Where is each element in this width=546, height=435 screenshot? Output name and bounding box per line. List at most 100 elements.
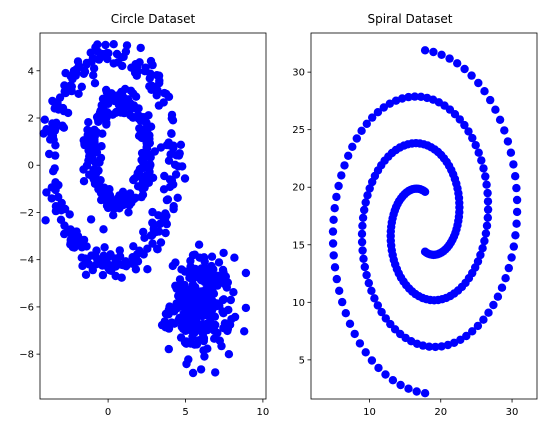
circle-dataset-point (54, 192, 63, 202)
circle-dataset-point (93, 47, 103, 57)
circle-dataset-point (98, 270, 108, 280)
spiral-dataset-point (473, 257, 483, 266)
circle-dataset-point (186, 285, 195, 294)
circle-dataset-y-tick-label: 4 (28, 66, 34, 77)
circle-dataset-point (148, 60, 157, 70)
circle-dataset-point (74, 89, 83, 99)
circle-dataset-point (65, 210, 74, 219)
circle-dataset-point (141, 118, 150, 127)
spiral-dataset-point (412, 387, 421, 396)
spiral-dataset-point (330, 263, 340, 272)
spiral-dataset-point (381, 370, 390, 379)
spiral-dataset-point (453, 59, 462, 68)
circle-dataset-point (92, 168, 101, 177)
circle-dataset-point (199, 253, 209, 262)
spiral-dataset-point (362, 270, 371, 280)
circle-dataset-point (125, 189, 135, 198)
circle-dataset-y-axis: −8 −6 −4 −2 0 2 4 (19, 66, 40, 361)
spiral-dataset-point (348, 142, 357, 151)
circle-dataset-point (142, 132, 152, 142)
spiral-dataset-point (410, 92, 419, 101)
circle-dataset-point (138, 126, 147, 135)
circle-dataset-point (86, 215, 96, 224)
spiral-dataset-point (341, 309, 350, 318)
spiral-dataset-point (501, 274, 510, 283)
spiral-dataset-point (381, 314, 390, 323)
circle-dataset-point (139, 250, 148, 259)
circle-dataset-point (169, 202, 178, 211)
circle-dataset-point (57, 206, 66, 215)
circle-dataset-point (218, 265, 228, 275)
spiral-dataset-point (474, 148, 483, 157)
circle-dataset-point (134, 167, 144, 176)
circle-dataset-point (154, 211, 163, 220)
circle-dataset-point (229, 288, 238, 297)
spiral-dataset-point (329, 215, 338, 224)
circle-dataset-point (214, 274, 223, 284)
circle-dataset-point (222, 283, 231, 292)
spiral-dataset-y-tick-label: 30 (292, 68, 305, 79)
circle-dataset-point (104, 99, 113, 109)
circle-dataset-point (219, 248, 228, 258)
spiral-dataset-point (360, 205, 369, 215)
spiral-dataset-point (467, 71, 476, 80)
circle-dataset-point (241, 303, 251, 313)
circle-dataset-point (131, 92, 141, 101)
spiral-dataset-point (460, 120, 469, 130)
circle-dataset-point (39, 129, 48, 138)
spiral-dataset-point (367, 356, 377, 365)
circle-dataset-point (51, 178, 60, 187)
circle-dataset-point (139, 227, 148, 237)
circle-dataset-point (188, 311, 198, 321)
circle-dataset-point (195, 308, 204, 317)
spiral-dataset-point (474, 78, 483, 88)
circle-dataset-point (125, 200, 134, 210)
circle-dataset-x-tick-label: 5 (182, 407, 188, 418)
spiral-dataset-point (507, 253, 516, 262)
spiral-dataset-point (334, 181, 343, 191)
spiral-dataset-point (388, 376, 398, 385)
circle-dataset-point (114, 195, 123, 204)
circle-dataset-point (70, 238, 80, 247)
circle-dataset-point (223, 324, 233, 334)
spiral-dataset-y-tick-label: 25 (292, 125, 305, 136)
spiral-dataset-point (486, 95, 495, 105)
spiral-dataset-point (377, 307, 386, 317)
circle-dataset-y-tick-label: 2 (28, 114, 34, 125)
spiral-dataset-point (512, 207, 522, 217)
spiral-dataset-point (357, 237, 367, 247)
circle-dataset-point (101, 40, 110, 50)
circle-dataset-point (111, 271, 120, 281)
circle-dataset-point (100, 243, 109, 252)
spiral-dataset-y-tick-label: 15 (292, 240, 305, 251)
circle-dataset-point (143, 265, 152, 274)
circle-dataset-point (109, 40, 118, 49)
spiral-dataset-point (360, 262, 369, 272)
circle-dataset-point (131, 265, 141, 274)
spiral-dataset-point (477, 156, 486, 165)
circle-dataset-point (196, 276, 206, 285)
circle-dataset-point (154, 71, 164, 80)
spiral-dataset-point (361, 348, 370, 357)
circle-dataset-point (224, 350, 234, 359)
circle-dataset-point (188, 368, 198, 378)
circle-dataset-point (125, 109, 134, 118)
circle-dataset-point (97, 142, 106, 151)
circle-dataset-point (240, 327, 249, 336)
circle-dataset-point (51, 124, 60, 134)
spiral-dataset-points (328, 46, 522, 398)
spiral-dataset-point (364, 278, 373, 288)
circle-dataset-point (241, 268, 251, 278)
circle-dataset-point (156, 238, 166, 247)
spiral-dataset-point (352, 134, 361, 143)
circle-dataset-point (82, 161, 92, 170)
circle-dataset-point (95, 108, 105, 118)
circle-dataset-point (122, 41, 132, 50)
spiral-dataset-point (481, 172, 490, 181)
circle-dataset-point (188, 332, 197, 341)
circle-dataset-point (172, 299, 181, 308)
circle-dataset-point (212, 299, 221, 308)
circle-dataset-point (80, 67, 90, 76)
circle-dataset-point (206, 314, 215, 323)
spiral-dataset-point (328, 227, 338, 236)
